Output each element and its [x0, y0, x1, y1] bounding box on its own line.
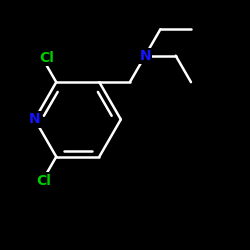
- Text: Cl: Cl: [39, 51, 54, 65]
- Text: N: N: [139, 49, 151, 63]
- Text: N: N: [29, 112, 40, 126]
- Text: Cl: Cl: [36, 174, 51, 188]
